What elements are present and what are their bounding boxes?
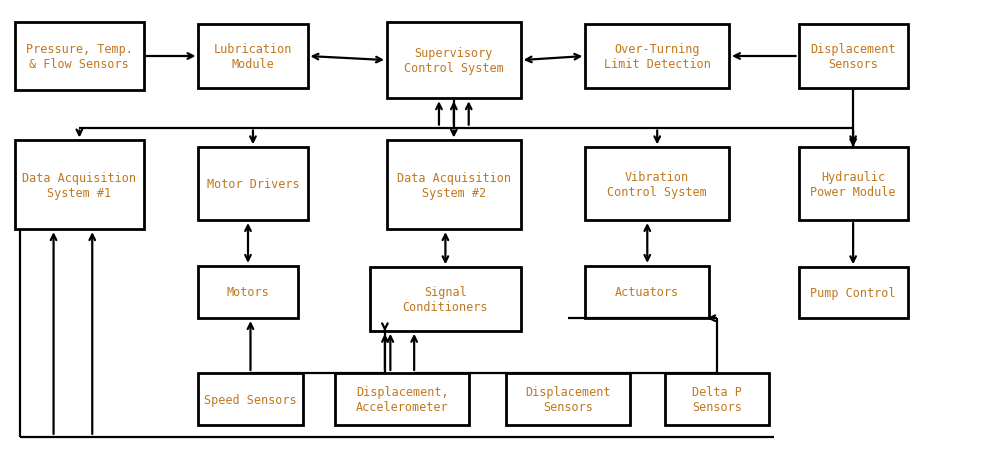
Text: Motor Drivers: Motor Drivers: [206, 178, 300, 191]
Text: Delta P
Sensors: Delta P Sensors: [691, 385, 742, 413]
FancyBboxPatch shape: [799, 25, 908, 89]
FancyBboxPatch shape: [665, 373, 769, 425]
FancyBboxPatch shape: [799, 148, 908, 221]
FancyBboxPatch shape: [15, 141, 144, 230]
Text: Data Acquisition
System #2: Data Acquisition System #2: [397, 172, 511, 199]
Text: Lubrication
Module: Lubrication Module: [213, 43, 293, 71]
Text: Signal
Conditioners: Signal Conditioners: [403, 285, 488, 313]
FancyBboxPatch shape: [585, 25, 729, 89]
Text: Actuators: Actuators: [615, 286, 680, 299]
Text: Data Acquisition
System #1: Data Acquisition System #1: [23, 172, 136, 199]
FancyBboxPatch shape: [585, 148, 729, 221]
FancyBboxPatch shape: [198, 148, 308, 221]
FancyBboxPatch shape: [387, 141, 521, 230]
FancyBboxPatch shape: [585, 266, 709, 318]
Text: Displacement,
Accelerometer: Displacement, Accelerometer: [356, 385, 448, 413]
Text: Over-Turning
Limit Detection: Over-Turning Limit Detection: [604, 43, 710, 71]
Text: Pump Control: Pump Control: [810, 287, 896, 299]
FancyBboxPatch shape: [799, 268, 908, 318]
Text: Motors: Motors: [226, 286, 270, 299]
Text: Speed Sensors: Speed Sensors: [204, 393, 297, 406]
FancyBboxPatch shape: [370, 268, 521, 331]
FancyBboxPatch shape: [15, 23, 144, 91]
Text: Displacement
Sensors: Displacement Sensors: [810, 43, 896, 71]
FancyBboxPatch shape: [198, 373, 303, 425]
Text: Hydraulic
Power Module: Hydraulic Power Module: [810, 170, 896, 198]
FancyBboxPatch shape: [198, 25, 308, 89]
FancyBboxPatch shape: [506, 373, 630, 425]
FancyBboxPatch shape: [335, 373, 469, 425]
Text: Vibration
Control System: Vibration Control System: [607, 170, 707, 198]
FancyBboxPatch shape: [387, 23, 521, 99]
FancyBboxPatch shape: [198, 266, 298, 318]
Text: Supervisory
Control System: Supervisory Control System: [404, 47, 504, 75]
Text: Pressure, Temp.
& Flow Sensors: Pressure, Temp. & Flow Sensors: [26, 43, 133, 71]
Text: Displacement
Sensors: Displacement Sensors: [525, 385, 611, 413]
